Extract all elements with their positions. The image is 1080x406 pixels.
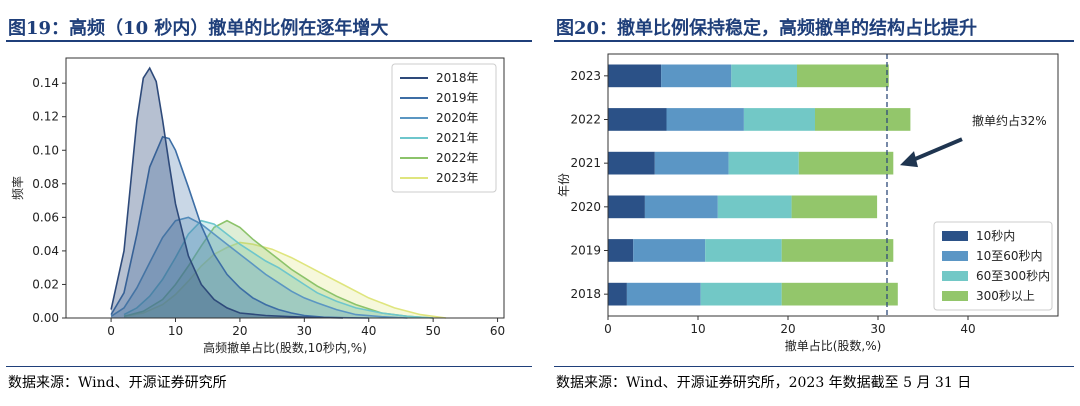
y-axis-label: 年份 (557, 173, 571, 197)
bar-segment (717, 195, 792, 219)
legend-box (933, 221, 1053, 311)
x-tick-label: 40 (960, 322, 975, 336)
bar-segment (781, 239, 894, 262)
legend-swatch (942, 251, 968, 261)
series-area (124, 242, 446, 318)
y-tick-label: 0.10 (32, 143, 59, 157)
y-axis-label: 频率 (10, 176, 25, 200)
source-rule-left (6, 366, 532, 367)
x-tick-label: 50 (426, 324, 441, 338)
series-line (110, 66, 344, 319)
bar-segment (633, 239, 706, 262)
bar-segment (781, 282, 898, 306)
y-tick-label: 0.12 (32, 110, 59, 124)
legend-swatch (942, 271, 968, 281)
x-tick-label: 20 (232, 324, 247, 338)
bar-segment (815, 108, 911, 131)
bar-segment (626, 282, 701, 306)
x-tick-label: 20 (780, 322, 795, 336)
y-tick-label: 2021 (570, 156, 601, 170)
y-tick-label: 0.14 (32, 76, 59, 90)
x-tick-label: 30 (297, 324, 312, 338)
bar-segment (743, 108, 815, 131)
plot-frame (607, 53, 1059, 317)
x-tick-label: 0 (604, 322, 612, 336)
y-tick-label: 0.08 (32, 177, 59, 191)
series-line (123, 241, 447, 319)
figure-19-source: 数据来源：Wind、开源证券研究所 (8, 375, 227, 391)
x-axis-label: 撤单占比(股数,%) (785, 338, 882, 353)
y-tick-label: 0.06 (32, 210, 59, 224)
y-tick-label: 0.02 (32, 277, 59, 291)
series-area (124, 220, 434, 318)
bar-segment (608, 195, 645, 219)
annotation-text: 撤单约占32% (972, 113, 1047, 128)
bar-segment (797, 64, 889, 88)
legend-label: 2019年 (436, 91, 479, 105)
series-line (110, 216, 408, 319)
x-tick-label: 0 (107, 324, 115, 338)
y-tick-label: 0.04 (32, 244, 59, 258)
series-line (123, 219, 434, 319)
x-tick-label: 30 (870, 322, 885, 336)
bar-segment (661, 64, 732, 88)
bar-segment (666, 108, 744, 131)
series-area (111, 136, 369, 318)
x-tick-label: 60 (490, 324, 505, 338)
figure-19-title: 图19：高频（10 秒内）撤单的比例在逐年增大 (8, 18, 389, 39)
legend-label: 60至300秒内 (976, 269, 1050, 283)
legend-label: 2022年 (436, 151, 479, 165)
x-tick-label: 10 (690, 322, 705, 336)
y-tick-label: 2020 (570, 200, 601, 214)
legend-swatch (942, 291, 968, 301)
legend-label: 10至60秒内 (976, 249, 1043, 263)
x-tick-label: 10 (168, 324, 183, 338)
bar-segment (608, 151, 655, 175)
legend-label: 10秒内 (976, 229, 1015, 243)
bar-segment (791, 195, 878, 219)
figure-20-source: 数据来源：Wind、开源证券研究所，2023 年数据截至 5 月 31 日 (556, 375, 972, 391)
legend-label: 2021年 (436, 131, 479, 145)
y-tick-label: 2023 (570, 69, 601, 83)
bar-segment (728, 151, 799, 175)
bar-segment (608, 64, 662, 88)
legend-label: 2018年 (436, 71, 479, 85)
y-tick-label: 2019 (570, 244, 601, 258)
series-line (110, 135, 369, 319)
source-rule-right (554, 366, 1074, 367)
legend-label: 2023年 (436, 171, 479, 185)
bar-segment (608, 282, 627, 306)
bar-segment (731, 64, 797, 88)
series-line (123, 219, 434, 319)
x-tick-label: 40 (361, 324, 376, 338)
bar-segment (700, 282, 782, 306)
bar-segment (608, 108, 667, 131)
series-area (111, 68, 343, 318)
bar-segment (608, 239, 634, 262)
kde-chart: 0 10 20 30 40 50 60 0.00 0.02 0.04 0.06 0.08 0.10 0.1… (10, 57, 505, 355)
bar-segment (654, 151, 729, 175)
bar-segment (705, 239, 782, 262)
x-axis-label: 高频撤单占比(股数,10秒内,%) (203, 340, 367, 355)
bar-segment (798, 151, 894, 175)
y-tick-label: 2018 (570, 287, 601, 301)
bar-segment (644, 195, 718, 219)
title-rule-right (554, 40, 1074, 42)
annotation-arrow-shaft (909, 137, 963, 164)
legend-swatch (942, 231, 968, 241)
plot-frame (65, 57, 505, 319)
title-rule-left (6, 40, 532, 42)
figure-20-title: 图20：撤单比例保持稳定，高频撤单的结构占比提升 (556, 18, 978, 39)
annotation-arrow-head (900, 151, 918, 168)
y-tick-label: 0.00 (32, 311, 59, 325)
legend-label: 2020年 (436, 111, 479, 125)
legend-label: 300秒以上 (976, 289, 1035, 303)
series-area (124, 220, 434, 318)
stacked-bar-chart: 2023 2022 2021 2020 2019 2018 0 10 20 30 40 撤单占比(股数… (557, 53, 1059, 353)
y-tick-label: 2022 (570, 113, 601, 127)
legend-box (391, 63, 497, 193)
